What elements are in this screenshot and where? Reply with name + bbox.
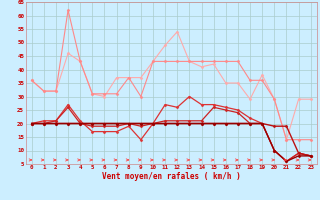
- X-axis label: Vent moyen/en rafales ( km/h ): Vent moyen/en rafales ( km/h ): [102, 172, 241, 181]
